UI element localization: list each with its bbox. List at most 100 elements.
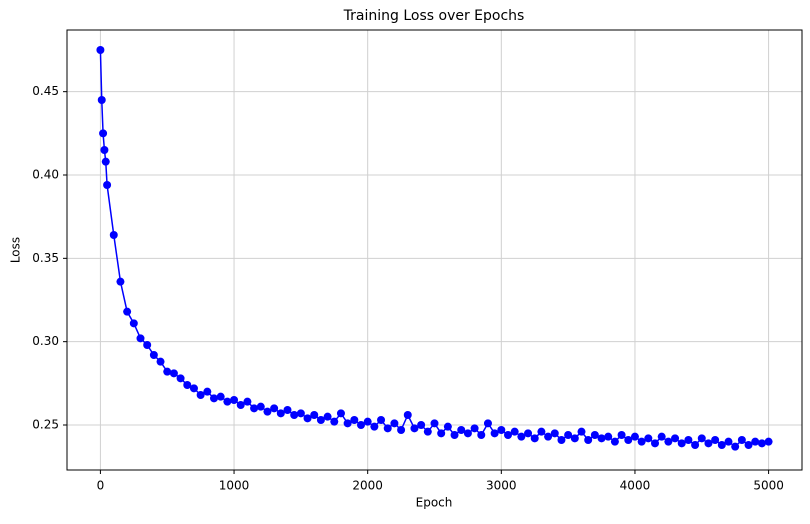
point bbox=[577, 427, 586, 436]
point bbox=[163, 367, 172, 376]
point bbox=[116, 277, 125, 286]
point bbox=[136, 334, 145, 343]
point bbox=[103, 181, 112, 189]
x-tick-label: 4000 bbox=[620, 479, 651, 493]
point bbox=[510, 427, 519, 436]
point bbox=[477, 431, 486, 439]
point bbox=[470, 424, 479, 433]
y-tick-label: 0.25 bbox=[32, 418, 59, 432]
point bbox=[457, 426, 466, 434]
point bbox=[390, 419, 399, 428]
point bbox=[610, 437, 619, 446]
point bbox=[283, 406, 292, 414]
point bbox=[757, 439, 766, 448]
point bbox=[189, 384, 198, 393]
point bbox=[671, 434, 680, 443]
point bbox=[570, 434, 579, 443]
point bbox=[524, 429, 533, 438]
x-tick-label: 5000 bbox=[753, 479, 784, 493]
point bbox=[677, 439, 686, 448]
point bbox=[109, 231, 118, 239]
point bbox=[717, 441, 726, 449]
x-tick-label: 3000 bbox=[486, 479, 517, 493]
point bbox=[296, 409, 305, 418]
x-tick-label: 0 bbox=[97, 479, 105, 493]
point bbox=[691, 441, 700, 449]
point bbox=[196, 391, 205, 399]
x-tick-label: 2000 bbox=[352, 479, 383, 493]
y-tick-label: 0.35 bbox=[32, 251, 59, 265]
point bbox=[350, 416, 359, 424]
point bbox=[711, 436, 720, 444]
point bbox=[363, 417, 372, 426]
point bbox=[617, 431, 626, 439]
point bbox=[316, 416, 325, 424]
point bbox=[490, 429, 499, 438]
point bbox=[564, 431, 573, 439]
point bbox=[310, 411, 319, 419]
loss-line bbox=[99, 49, 769, 448]
point bbox=[97, 96, 106, 104]
point bbox=[597, 434, 606, 443]
point bbox=[544, 432, 553, 441]
point bbox=[430, 419, 439, 428]
y-tick-label: 0.40 bbox=[32, 168, 59, 182]
point bbox=[210, 394, 218, 403]
point bbox=[764, 437, 773, 446]
point bbox=[751, 437, 760, 446]
point bbox=[651, 439, 659, 448]
point bbox=[590, 431, 599, 439]
point bbox=[101, 157, 110, 166]
point bbox=[223, 397, 232, 406]
point bbox=[156, 357, 165, 366]
point bbox=[497, 426, 506, 434]
point bbox=[557, 436, 566, 444]
point bbox=[383, 424, 392, 433]
point bbox=[724, 437, 733, 446]
point bbox=[250, 404, 259, 413]
point bbox=[630, 432, 639, 441]
point bbox=[263, 407, 272, 416]
point bbox=[403, 411, 412, 419]
point bbox=[243, 397, 252, 406]
point bbox=[330, 417, 339, 426]
point bbox=[504, 431, 512, 439]
point bbox=[377, 416, 386, 424]
point bbox=[664, 437, 673, 446]
x-tick-label: 1000 bbox=[219, 479, 250, 493]
point bbox=[417, 421, 426, 429]
point bbox=[96, 46, 105, 54]
point bbox=[537, 427, 546, 436]
point bbox=[644, 434, 653, 443]
point bbox=[744, 441, 753, 449]
y-tick-label: 0.45 bbox=[32, 84, 59, 98]
point bbox=[604, 432, 613, 441]
point bbox=[256, 402, 265, 411]
point bbox=[370, 422, 379, 431]
point bbox=[143, 341, 152, 349]
point bbox=[230, 396, 239, 404]
point bbox=[236, 401, 245, 409]
point bbox=[624, 436, 633, 444]
point bbox=[437, 429, 446, 438]
point bbox=[584, 436, 593, 444]
point bbox=[100, 146, 109, 154]
point bbox=[203, 387, 212, 396]
x-axis-label: Epoch bbox=[416, 496, 453, 510]
point bbox=[697, 434, 706, 443]
point bbox=[123, 307, 132, 316]
point bbox=[483, 419, 492, 428]
point bbox=[517, 432, 526, 441]
point bbox=[550, 429, 559, 438]
point bbox=[423, 427, 432, 436]
point bbox=[276, 409, 285, 418]
point bbox=[99, 129, 108, 138]
y-axis-label: Loss bbox=[9, 237, 23, 263]
point bbox=[530, 434, 539, 443]
point bbox=[463, 429, 472, 438]
point bbox=[704, 439, 713, 448]
point bbox=[336, 409, 345, 418]
plot-frame bbox=[66, 29, 803, 471]
point bbox=[684, 436, 693, 444]
point bbox=[343, 419, 352, 428]
